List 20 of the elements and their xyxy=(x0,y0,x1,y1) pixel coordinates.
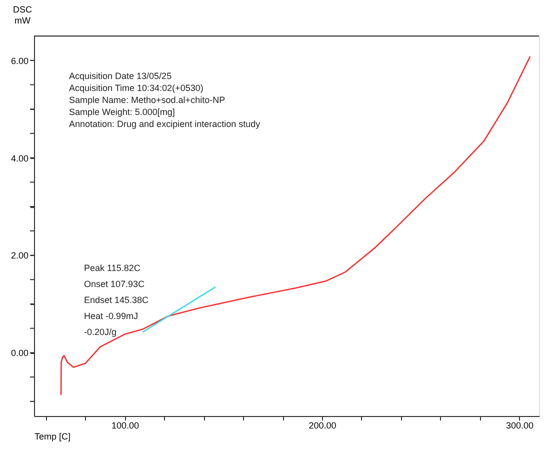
annotation: Sample Name: Metho+sod.al+chito-NP xyxy=(69,95,226,105)
annotation: Heat -0.99mJ xyxy=(84,311,138,321)
annotation: Acquisition Date 13/05/25 xyxy=(69,71,172,81)
line-series xyxy=(60,56,531,396)
annotation: Annotation: Drug and excipient interaction study xyxy=(69,119,261,129)
x-tick-label: 100.00 xyxy=(111,420,140,430)
y-axis-title: DSC mW xyxy=(12,4,32,26)
annotation: Onset 107.93C xyxy=(84,279,146,289)
annotation: Acquisition Time 10:34:02(+0530) xyxy=(69,83,204,93)
x-tick-label: 200.00 xyxy=(308,420,336,430)
y-tick-label: 2.00 xyxy=(10,250,28,261)
annotation: Endset 145.38C xyxy=(84,295,150,305)
annotation: -0.20J/g xyxy=(84,327,117,337)
y-tick-label: 0.00 xyxy=(10,348,28,358)
annotation: Peak 115.82C xyxy=(84,263,141,273)
x-axis-title: Temp [C] xyxy=(34,432,71,442)
y-tick-label: 6.00 xyxy=(10,56,28,66)
x-tick-label: 300.00 xyxy=(506,420,534,430)
y-tick-label: 4.00 xyxy=(10,153,28,164)
annotation: Sample Weight: 5.000[mg] xyxy=(69,107,175,117)
